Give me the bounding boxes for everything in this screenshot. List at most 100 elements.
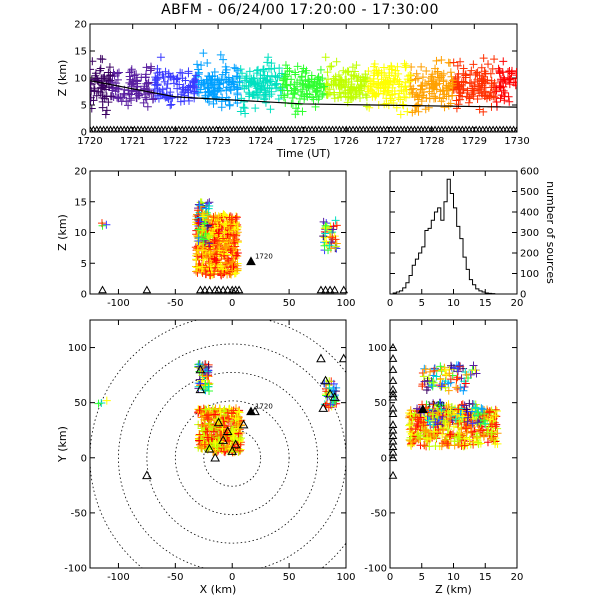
source-point [200,421,209,430]
source-point [252,69,261,78]
source-point [327,62,336,71]
source-point [91,69,100,78]
source-point [240,76,249,85]
y-tick-label: 15 [74,197,87,208]
source-point [213,223,222,232]
source-point [386,94,395,103]
source-point [421,365,430,374]
source-point [216,408,225,417]
station-marker [320,375,331,385]
source-point [248,91,257,100]
source-point [500,96,509,105]
source-point [141,73,150,82]
station-marker [234,285,244,294]
source-point [261,98,270,107]
x-tick-label: 100 [336,572,355,583]
source-point [238,69,247,78]
source-point [366,76,375,85]
source-point [195,430,204,439]
station-marker [388,376,398,384]
source-point [310,78,319,87]
source-point [299,64,308,73]
source-point [228,266,237,275]
source-point [436,382,445,391]
source-point [316,76,325,85]
source-point [447,403,456,412]
source-point [370,59,379,68]
source-point [408,108,417,117]
source-point [233,72,242,81]
source-point [288,94,297,103]
source-point [443,86,452,95]
source-point [394,93,403,102]
source-point [326,62,335,71]
source-point [263,71,272,80]
source-point [418,81,427,90]
source-point [331,235,340,244]
source-point [314,72,323,81]
source-point [146,66,155,75]
source-point [193,244,202,253]
source-point [224,78,233,87]
source-point [267,65,276,74]
source-point [499,57,508,66]
range-ring [90,320,346,568]
source-point [259,65,268,74]
source-point [98,97,107,106]
source-point [505,97,514,106]
source-point [441,383,450,392]
source-point [97,83,106,92]
source-point [142,63,151,72]
y-tick-label: 20 [74,167,87,178]
source-point [232,251,241,260]
x-tick-label: 1723 [205,136,230,147]
y-tick-label: 200 [520,249,539,260]
source-point [209,427,218,436]
source-point [229,243,238,252]
source-point [267,90,276,99]
source-point [488,420,497,429]
source-point [407,441,416,450]
y-tick-label: 5 [81,259,87,270]
panel-time-height: 1720 1721 1722 1723 1724 1725 1726 1727 1728 1729… [56,20,530,161]
source-point [163,79,172,88]
x-tick-label: 0 [387,572,393,583]
source-point [334,71,343,80]
source-point [201,270,210,279]
source-point [330,94,339,103]
source-point [178,69,187,78]
source-point [480,416,489,425]
source-point [286,81,295,90]
source-point [250,79,259,88]
station-marker [388,409,398,417]
source-point [261,76,270,85]
y-tick-label: 300 [520,228,539,239]
source-point [199,235,208,244]
source-point [487,434,496,443]
source-point [205,88,214,97]
source-point [504,92,513,101]
source-point [361,91,370,100]
source-point [331,242,340,251]
source-point [270,81,279,90]
source-point [478,79,487,88]
source-point [147,64,156,73]
x-tick-label: 1729 [462,136,487,147]
source-point [283,64,292,73]
source-point [305,77,314,86]
panel-z-y: 0 5 10 15 20 -100 -50 0 50 100 Z (km) 1720 [364,319,523,596]
source-point [139,85,148,94]
histogram-bars [390,178,517,295]
source-point [239,103,248,112]
source-point [90,57,97,66]
source-point [113,93,122,102]
source-point [446,59,455,68]
source-point [431,442,440,451]
source-point [127,96,136,105]
source-point [491,411,500,420]
source-point [432,372,441,381]
source-point [216,431,225,440]
source-point [462,424,471,433]
source-point [434,400,443,409]
